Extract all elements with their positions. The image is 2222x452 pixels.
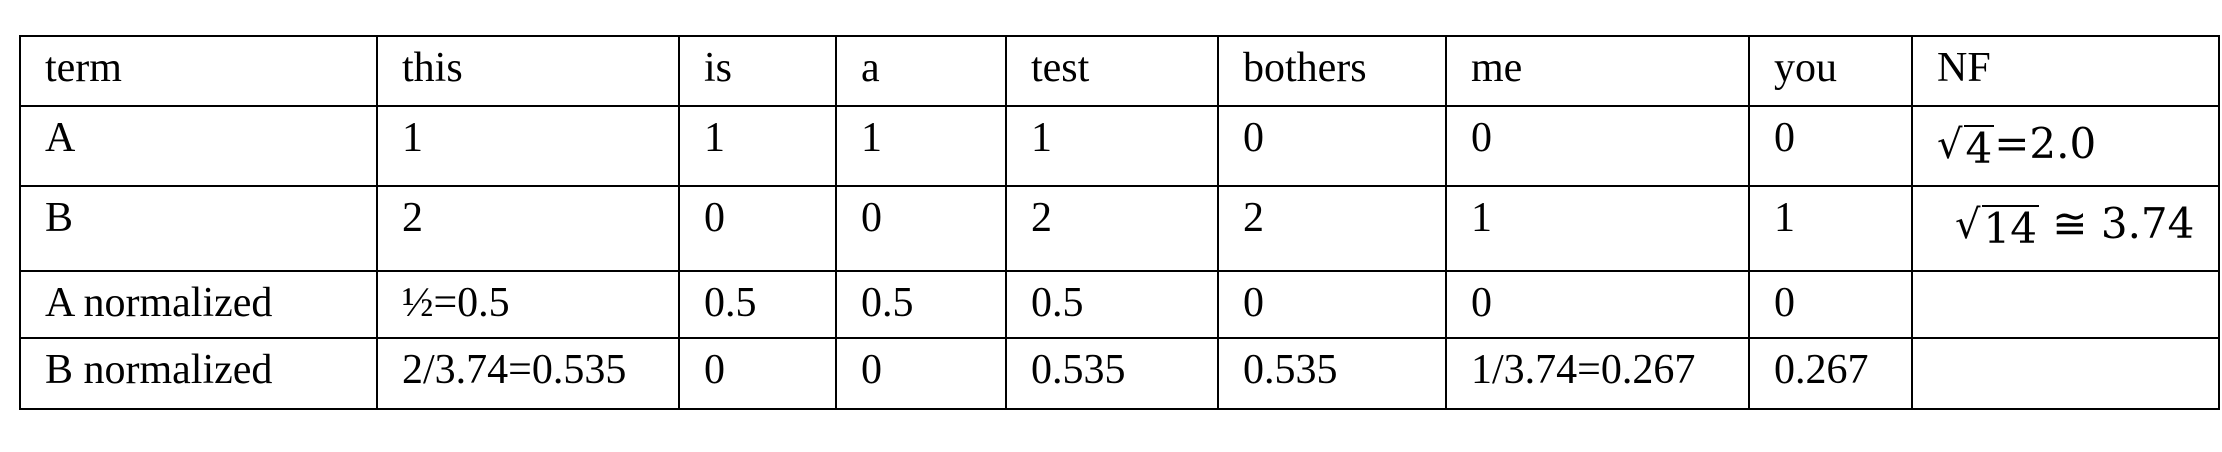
nf-cell-a: √ 4 =2.0 xyxy=(1910,105,2221,187)
table-cell: 0 xyxy=(1748,270,1913,339)
table-cell: 1 xyxy=(678,105,837,187)
table-cell: 0 xyxy=(1748,105,1913,187)
table-row-a: A 1 1 1 1 0 0 0 √ 4 =2.0 xyxy=(19,105,2221,187)
table-cell: 1 xyxy=(1005,105,1219,187)
table-cell: 0.5 xyxy=(835,270,1007,339)
table-cell: ½=0.5 xyxy=(376,270,680,339)
table-cell: 2 xyxy=(1217,185,1447,272)
nf-result: =2.0 xyxy=(1994,119,2097,168)
radicand: 4 xyxy=(1963,124,1995,173)
table-cell: 0 xyxy=(835,185,1007,272)
header-cell-is: is xyxy=(678,35,837,107)
header-cell-a: a xyxy=(835,35,1007,107)
nf-expression-a: √ 4 =2.0 xyxy=(1937,119,2097,173)
table-row-b: B 2 0 0 2 2 1 1 √ 14 ≅ 3.74 xyxy=(19,185,2221,272)
table-cell: 1 xyxy=(835,105,1007,187)
nf-cell-empty xyxy=(1910,270,2221,339)
table-cell: 1 xyxy=(1445,185,1750,272)
table-cell: 0 xyxy=(678,185,837,272)
table-cell: 0 xyxy=(1445,105,1750,187)
header-cell-term: term xyxy=(19,35,378,107)
nf-expression-b: √ 14 ≅ 3.74 xyxy=(1955,199,2195,253)
nf-result: ≅ 3.74 xyxy=(2038,199,2195,248)
header-cell-bothers: bothers xyxy=(1217,35,1447,107)
term-frequency-table: term this is a test bothers me you NF A … xyxy=(19,35,2221,410)
table-cell: 1 xyxy=(1748,185,1913,272)
table-cell: 0.5 xyxy=(1005,270,1219,339)
header-cell-you: you xyxy=(1748,35,1913,107)
header-cell-this: this xyxy=(376,35,680,107)
row-label: A xyxy=(19,105,378,187)
table-cell: 0.5 xyxy=(678,270,837,339)
table-row-a-normalized: A normalized ½=0.5 0.5 0.5 0.5 0 0 0 xyxy=(19,270,2221,339)
row-label: B normalized xyxy=(19,337,378,410)
radicand: 14 xyxy=(1981,204,2039,253)
table-cell: 2 xyxy=(376,185,680,272)
table-cell: 0 xyxy=(835,337,1007,410)
header-cell-test: test xyxy=(1005,35,1219,107)
square-root: √ 4 xyxy=(1937,122,1995,173)
nf-cell-b: √ 14 ≅ 3.74 xyxy=(1910,185,2221,272)
table-cell: 2/3.74=0.535 xyxy=(376,337,680,410)
table-cell: 0 xyxy=(678,337,837,410)
table-row-b-normalized: B normalized 2/3.74=0.535 0 0 0.535 0.53… xyxy=(19,337,2221,410)
table-cell: 0.535 xyxy=(1217,337,1447,410)
row-label: A normalized xyxy=(19,270,378,339)
header-row: term this is a test bothers me you NF xyxy=(19,35,2221,107)
table-cell: 0.267 xyxy=(1748,337,1913,410)
table-cell: 1 xyxy=(376,105,680,187)
row-label: B xyxy=(19,185,378,272)
table-cell: 1/3.74=0.267 xyxy=(1445,337,1750,410)
square-root: √ 14 xyxy=(1955,202,2039,253)
table-cell: 0 xyxy=(1217,105,1447,187)
header-cell-nf: NF xyxy=(1910,35,2221,107)
table-cell: 0 xyxy=(1445,270,1750,339)
table-cell: 2 xyxy=(1005,185,1219,272)
header-cell-me: me xyxy=(1445,35,1750,107)
table-cell: 0 xyxy=(1217,270,1447,339)
table-cell: 0.535 xyxy=(1005,337,1219,410)
nf-cell-empty xyxy=(1910,337,2221,410)
